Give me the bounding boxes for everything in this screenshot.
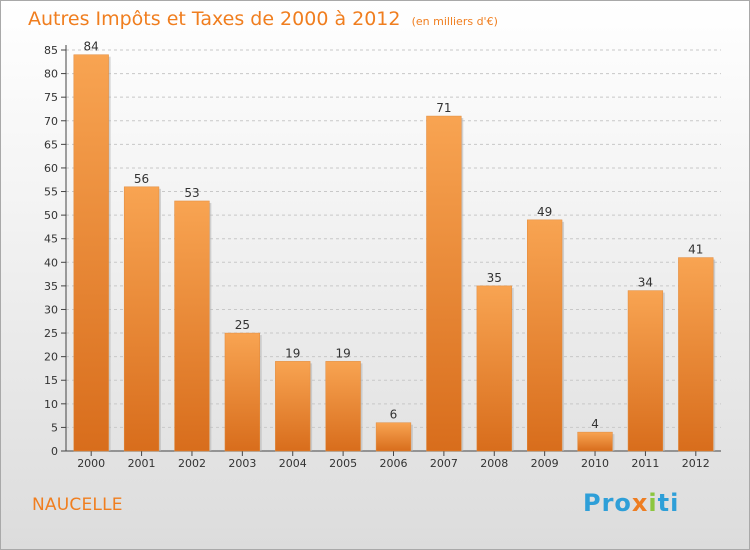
- labels: 84 2000 56 2001 53 2002 25 2003 19 2004 19 2005 6 200…: [77, 40, 710, 470]
- bar: [123, 186, 160, 452]
- data-label: 6: [390, 408, 398, 422]
- y-tick-label: 85: [44, 44, 58, 57]
- y-tick-label: 0: [51, 445, 58, 458]
- bar: [627, 290, 664, 452]
- x-tick-label: 2004: [279, 457, 307, 470]
- logo-part-3: i: [648, 489, 658, 517]
- bar: [527, 219, 563, 452]
- y-tick-label: 5: [51, 421, 58, 434]
- x-tick-label: 2006: [380, 457, 408, 470]
- y-tick-label: 70: [44, 115, 58, 128]
- bar: [678, 257, 714, 452]
- bar: [73, 54, 109, 452]
- chart-title: Autres Impôts et Taxes de 2000 à 2012 (e…: [28, 8, 498, 30]
- bar: [426, 115, 462, 452]
- chart-subtitle: (en milliers d'€): [411, 15, 498, 28]
- bar: [174, 200, 210, 452]
- data-label: 53: [184, 186, 199, 200]
- data-label: 35: [487, 271, 502, 285]
- data-label: 84: [84, 40, 99, 54]
- data-label: 56: [134, 172, 149, 186]
- bar: [577, 431, 613, 452]
- y-tick-label: 35: [44, 280, 58, 293]
- data-label: 34: [638, 276, 653, 290]
- y-tick-label: 55: [44, 186, 58, 199]
- x-tick-label: 2012: [682, 457, 710, 470]
- proxiti-logo: Proxiti: [583, 489, 679, 517]
- bar: [224, 332, 260, 452]
- y-tick-label: 40: [44, 256, 58, 269]
- y-tick-label: 75: [44, 91, 58, 104]
- bar: [375, 422, 412, 452]
- grid-lines: [66, 49, 721, 428]
- x-tick-label: 2009: [531, 457, 559, 470]
- x-tick-label: 2007: [430, 457, 458, 470]
- logo-part-1: Pro: [583, 489, 632, 517]
- y-tick-label: 30: [44, 303, 58, 316]
- bar: [325, 361, 361, 452]
- commune-name: NAUCELLE: [32, 495, 123, 515]
- logo-part-2: x: [631, 489, 649, 517]
- x-tick-label: 2000: [77, 457, 105, 470]
- x-tick-label: 2003: [228, 457, 256, 470]
- data-label: 19: [285, 346, 300, 360]
- bar: [275, 361, 311, 452]
- x-tick-label: 2010: [581, 457, 609, 470]
- data-label: 25: [235, 318, 250, 332]
- x-tick-label: 2001: [128, 457, 156, 470]
- x-tick-label: 2008: [480, 457, 508, 470]
- y-tick-label: 20: [44, 351, 58, 364]
- y-tick-label: 10: [44, 398, 58, 411]
- y-tick-label: 65: [44, 138, 58, 151]
- logo-part-4: ti: [657, 489, 680, 517]
- x-tick-label: 2002: [178, 457, 206, 470]
- y-tick-label: 15: [44, 374, 58, 387]
- y-tick-label: 80: [44, 68, 58, 81]
- bars: [73, 54, 716, 452]
- x-tick-label: 2011: [631, 457, 659, 470]
- data-label: 41: [688, 243, 703, 257]
- y-tick-label: 25: [44, 327, 58, 340]
- y-tick-label: 60: [44, 162, 58, 175]
- data-label: 19: [335, 346, 350, 360]
- y-tick-label: 50: [44, 209, 58, 222]
- data-label: 71: [436, 101, 451, 115]
- bar: [476, 285, 512, 452]
- chart-title-text: Autres Impôts et Taxes de 2000 à 2012: [28, 8, 401, 30]
- x-tick-label: 2005: [329, 457, 357, 470]
- y-tick-label: 45: [44, 233, 58, 246]
- data-label: 4: [591, 417, 599, 431]
- data-label: 49: [537, 205, 552, 219]
